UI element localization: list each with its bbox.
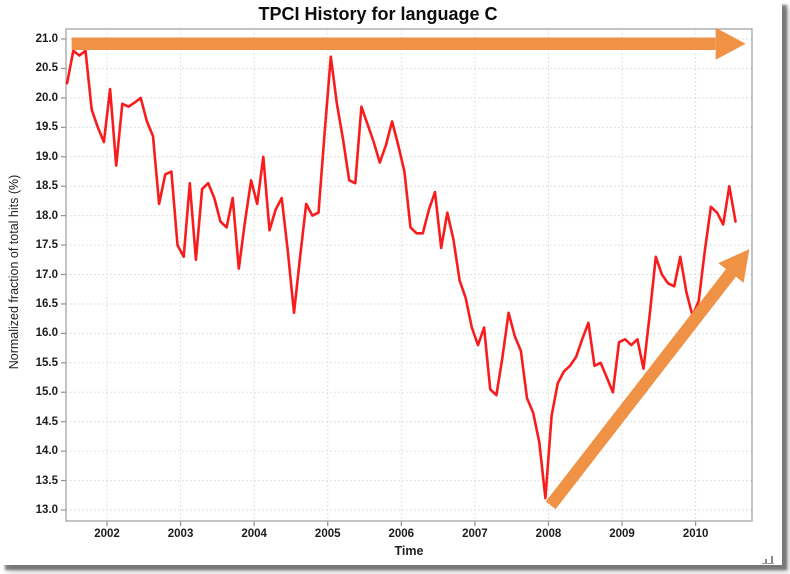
y-tick-label: 20.5 (35, 62, 58, 75)
y-tick-label: 17.5 (35, 239, 58, 252)
x-tick-label: 2010 (682, 528, 709, 540)
rising-trend-arrow-head (718, 249, 750, 283)
x-tick-label: 2005 (314, 528, 341, 540)
y-tick-label: 19.0 (35, 150, 58, 163)
y-tick-label: 16.0 (35, 327, 58, 340)
y-tick-label: 20.0 (35, 91, 58, 104)
resize-glyph (760, 554, 778, 565)
x-tick-label: 2003 (167, 528, 194, 540)
y-tick-label: 13.0 (35, 504, 58, 516)
x-axis-label: Time (394, 544, 424, 558)
y-tick-label: 19.5 (35, 121, 58, 134)
plot-frame (65, 28, 753, 522)
chart-image: TPCI History for language C Normalized f… (7, 4, 778, 565)
flat-trend-arrow-head (715, 27, 746, 60)
x-tick-label: 2008 (535, 528, 562, 540)
x-tick-label: 2002 (94, 528, 120, 540)
y-tick-label: 13.5 (35, 474, 58, 487)
resize-glyph-mark (762, 563, 774, 564)
plot-canvas (61, 27, 753, 526)
x-tick-label: 2004 (241, 528, 267, 540)
chart-title: TPCI History for language C (258, 4, 498, 24)
x-tick-label: 2006 (388, 528, 415, 540)
tpci-line-series (65, 49, 737, 500)
y-tick-label: 21.0 (35, 33, 58, 45)
rising-trend-arrow-shaft (545, 269, 736, 510)
y-tick-label: 16.5 (35, 297, 58, 310)
y-tick-label: 18.0 (35, 209, 58, 222)
y-tick-label: 15.5 (35, 356, 58, 369)
x-tick-label: 2007 (462, 528, 488, 540)
x-tick-label: 2009 (609, 528, 635, 540)
y-tick-label: 18.5 (35, 180, 58, 193)
resize-glyph-mark (765, 559, 767, 564)
y-tick-label: 14.0 (35, 445, 58, 458)
resize-glyph-mark (771, 556, 773, 564)
y-tick-label: 15.0 (35, 386, 58, 399)
y-tick-label: 14.5 (35, 415, 58, 428)
y-tick-label: 17.0 (35, 268, 58, 281)
